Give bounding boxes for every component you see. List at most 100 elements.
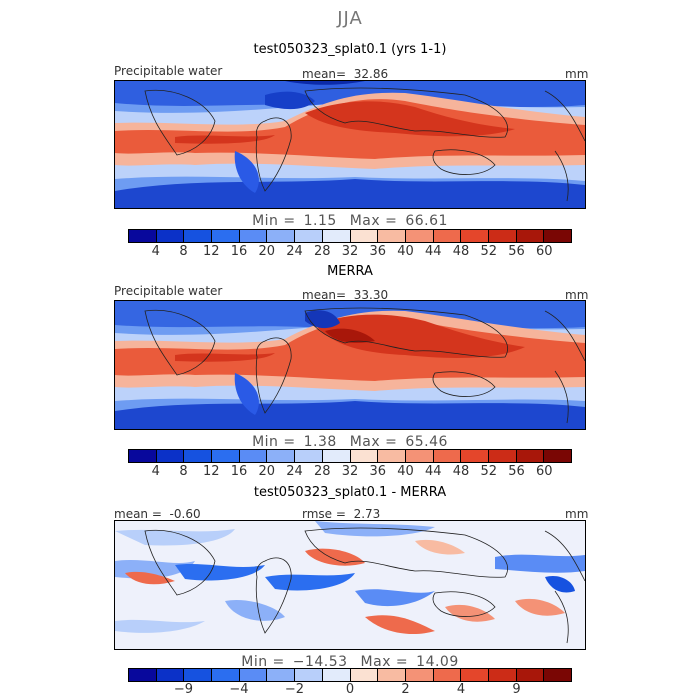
panel2-colorbar-swatch (267, 450, 296, 462)
panel1-map (114, 80, 586, 209)
panel3-colorbar-swatch (295, 669, 323, 681)
panel2-colorbar-tick-label: 48 (452, 464, 470, 479)
panel1-mean: mean= 32.86 (302, 67, 389, 81)
panel2-colorbar-swatch (239, 450, 268, 462)
panel1-colorbar-tick-label: 20 (258, 244, 276, 259)
panel1-colorbar-tick-label: 32 (341, 244, 359, 259)
panel3-colorbar-swatch (156, 669, 185, 681)
panel3-colorbar-swatch (488, 669, 517, 681)
panel3-colorbar-swatch (461, 669, 489, 681)
panel2-colorbar-tick-label: 4 (151, 464, 160, 479)
panel1-colorbar-tick-label: 12 (202, 244, 220, 259)
panel1-colorbar-tick-label: 16 (230, 244, 248, 259)
panel3-mean: mean = -0.60 (114, 507, 201, 521)
panel2-colorbar-swatch (350, 450, 379, 462)
panel3-colorbar-tick-label: −4 (229, 682, 249, 697)
panel1-colorbar-tick-label: 36 (369, 244, 387, 259)
panel1-colorbar-tick-label: 8 (179, 244, 188, 259)
panel1-field (115, 81, 585, 208)
panel2-map (114, 300, 586, 430)
panel1-colorbar-tick-label: 40 (397, 244, 414, 259)
panel2-colorbar-tick-label: 20 (258, 464, 276, 479)
panel1-colorbar (128, 229, 572, 243)
panel1-colorbar-swatch (322, 230, 351, 242)
panel2-colorbar-swatch (516, 450, 545, 462)
panel1-colorbar-tick-label: 60 (535, 244, 553, 259)
panel3-colorbar-swatch (433, 669, 462, 681)
panel1-colorbar-swatch (156, 230, 185, 242)
panel2-colorbar-swatch (488, 450, 517, 462)
panel2-colorbar-swatch (461, 450, 489, 462)
panel2-colorbar (128, 449, 572, 463)
panel2-colorbar-tick-label: 32 (341, 464, 359, 479)
panel3-colorbar-swatch (405, 669, 434, 681)
panel3-units: mm (565, 507, 589, 521)
panel3-colorbar-swatch (516, 669, 545, 681)
panel1-colorbar-tick-label: 52 (480, 244, 498, 259)
panel1-colorbar-swatch (433, 230, 462, 242)
panel1-colorbar-swatch (267, 230, 296, 242)
panel1-colorbar-swatch (184, 230, 213, 242)
panel3-colorbar-tick-label: −9 (173, 682, 194, 697)
season-title: JJA (337, 8, 363, 29)
panel1-colorbar-ticks: 4 8 12 16 20 24 28 32 36 40 44 48 52 56 60 (128, 244, 572, 260)
panel2-colorbar-tick-label: 16 (230, 464, 248, 479)
panel2-colorbar-swatch (184, 450, 213, 462)
panel3-colorbar-tick-label: 9 (512, 682, 521, 697)
panel3-colorbar-ticks: −9 −4 −2 0 2 4 9 (128, 682, 572, 698)
panel2-colorbar-tick-label: 56 (508, 464, 525, 479)
panel2-colorbar-tick-label: 60 (535, 464, 553, 479)
panel1-colorbar-tick-label: 4 (151, 244, 160, 259)
panel2-minmax: Min = 1.38 Max = 65.46 (252, 434, 448, 450)
panel2-colorbar-swatch (433, 450, 462, 462)
panel3-colorbar-swatch (239, 669, 268, 681)
panel1-colorbar-swatch (544, 230, 571, 242)
panel2-colorbar-tick-label: 28 (313, 464, 331, 479)
panel1-units: mm (565, 67, 589, 81)
panel2-field (115, 301, 585, 429)
panel2-colorbar-tick-label: 44 (424, 464, 442, 479)
panel1-colorbar-swatch (461, 230, 489, 242)
panel2-colorbar-tick-label: 24 (286, 464, 303, 479)
panel2-colorbar-swatch (544, 450, 571, 462)
panel2-colorbar-swatch (129, 450, 157, 462)
panel1-colorbar-tick-label: 24 (286, 244, 303, 259)
panel3-colorbar-swatch (212, 669, 240, 681)
panel3-colorbar-tick-label: 2 (401, 682, 410, 697)
panel2-colorbar-tick-label: 36 (369, 464, 387, 479)
panel2-colorbar-swatch (295, 450, 323, 462)
panel1-colorbar-tick-label: 44 (424, 244, 442, 259)
panel3-title: test050323_splat0.1 - MERRA (253, 485, 447, 500)
panel2-colorbar-tick-label: 8 (179, 464, 188, 479)
panel2-colorbar-swatch (322, 450, 351, 462)
panel3-colorbar-tick-label: 0 (345, 682, 355, 697)
panel2-colorbar-tick-label: 12 (202, 464, 220, 479)
panel3-map (114, 520, 586, 650)
panel1-colorbar-swatch (405, 230, 434, 242)
panel2-field-label: Precipitable water (114, 284, 223, 298)
panel3-colorbar-swatch (378, 669, 406, 681)
panel1-colorbar-swatch (129, 230, 157, 242)
panel1-colorbar-swatch (239, 230, 268, 242)
panel1-colorbar-swatch (295, 230, 323, 242)
panel2-title: MERRA (327, 264, 373, 279)
panel2-colorbar-tick-label: 52 (480, 464, 498, 479)
panel3-colorbar-swatch (350, 669, 379, 681)
panel1-colorbar-tick-label: 56 (508, 244, 525, 259)
panel3-colorbar-swatch (322, 669, 351, 681)
panel3-colorbar (128, 668, 572, 682)
panel3-rmse: rmse = 2.73 (302, 507, 381, 521)
panel1-colorbar-tick-label: 28 (313, 244, 331, 259)
panel1-colorbar-swatch (212, 230, 240, 242)
panel1-field-label: Precipitable water (114, 64, 223, 78)
panel3-colorbar-tick-label: 4 (456, 682, 466, 697)
panel1-title: test050323_splat0.1 (yrs 1-1) (253, 42, 447, 57)
panel3-colorbar-swatch (129, 669, 157, 681)
panel3-colorbar-swatch (267, 669, 296, 681)
panel2-colorbar-ticks: 4 8 12 16 20 24 28 32 36 40 44 48 52 56 60 (128, 464, 572, 480)
panel1-colorbar-swatch (488, 230, 517, 242)
panel3-colorbar-tick-label: −2 (284, 682, 305, 697)
panel1-colorbar-tick-label: 48 (452, 244, 470, 259)
panel2-colorbar-swatch (212, 450, 240, 462)
panel3-colorbar-swatch (184, 669, 213, 681)
